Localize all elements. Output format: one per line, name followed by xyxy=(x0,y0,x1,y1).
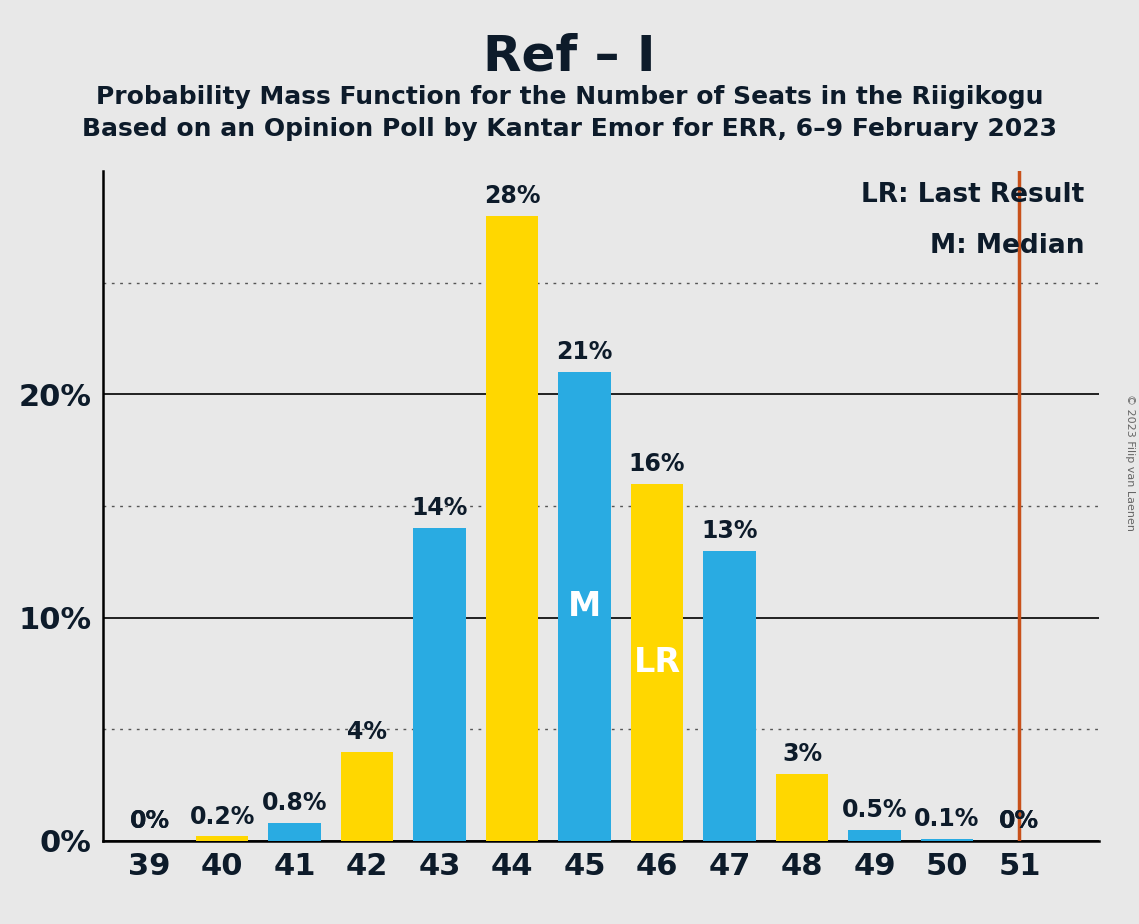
Text: 4%: 4% xyxy=(347,720,387,744)
Text: 3%: 3% xyxy=(781,742,822,766)
Bar xyxy=(486,215,538,841)
Text: 0%: 0% xyxy=(999,809,1040,833)
Text: 0%: 0% xyxy=(999,809,1040,833)
Text: 14%: 14% xyxy=(411,496,468,520)
Text: LR: Last Result: LR: Last Result xyxy=(861,182,1084,208)
Bar xyxy=(776,774,828,841)
Text: 13%: 13% xyxy=(702,518,757,542)
Text: LR: LR xyxy=(633,646,681,679)
Text: © 2023 Filip van Laenen: © 2023 Filip van Laenen xyxy=(1125,394,1134,530)
Text: 16%: 16% xyxy=(629,452,686,476)
Text: M: M xyxy=(568,590,601,623)
Text: Probability Mass Function for the Number of Seats in the Riigikogu: Probability Mass Function for the Number… xyxy=(96,85,1043,109)
Bar xyxy=(413,529,466,841)
Text: 21%: 21% xyxy=(556,340,613,364)
Text: 0%: 0% xyxy=(130,809,170,833)
Bar xyxy=(196,836,248,841)
Text: 0.1%: 0.1% xyxy=(915,807,980,831)
Text: Based on an Opinion Poll by Kantar Emor for ERR, 6–9 February 2023: Based on an Opinion Poll by Kantar Emor … xyxy=(82,117,1057,141)
Bar xyxy=(920,839,973,841)
Text: 0%: 0% xyxy=(130,809,170,833)
Text: 28%: 28% xyxy=(484,184,540,208)
Text: 0.5%: 0.5% xyxy=(842,797,907,821)
Bar xyxy=(631,483,683,841)
Bar xyxy=(704,551,755,841)
Text: Ref – I: Ref – I xyxy=(483,32,656,80)
Bar xyxy=(341,751,393,841)
Text: 0.8%: 0.8% xyxy=(262,791,327,815)
Text: 0.2%: 0.2% xyxy=(189,805,255,829)
Bar xyxy=(269,823,321,841)
Bar xyxy=(558,372,611,841)
Text: M: Median: M: Median xyxy=(931,234,1084,260)
Bar xyxy=(849,830,901,841)
